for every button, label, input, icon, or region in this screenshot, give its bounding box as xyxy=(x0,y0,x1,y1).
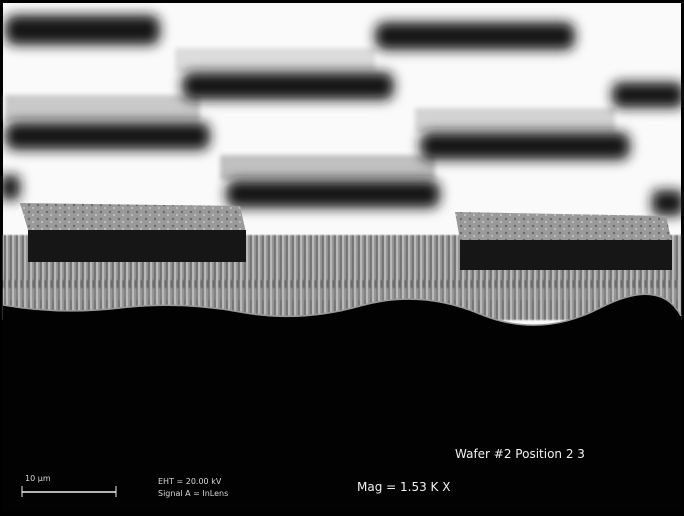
slab-faces xyxy=(5,48,615,180)
substrate-shadow xyxy=(3,294,681,511)
sample-label: Wafer #2 Position 2 3 xyxy=(455,447,585,461)
detector-label: EHT = 20.00 kV xyxy=(158,477,222,486)
blurred-pillars xyxy=(0,15,684,216)
foreground-pillars xyxy=(20,203,672,270)
edge xyxy=(2,293,682,326)
magnification-label: Mag = 1.53 K X xyxy=(357,480,450,494)
signal-label: Signal A = InLens xyxy=(158,489,228,498)
scale-bar-label: 10 µm xyxy=(25,474,51,483)
